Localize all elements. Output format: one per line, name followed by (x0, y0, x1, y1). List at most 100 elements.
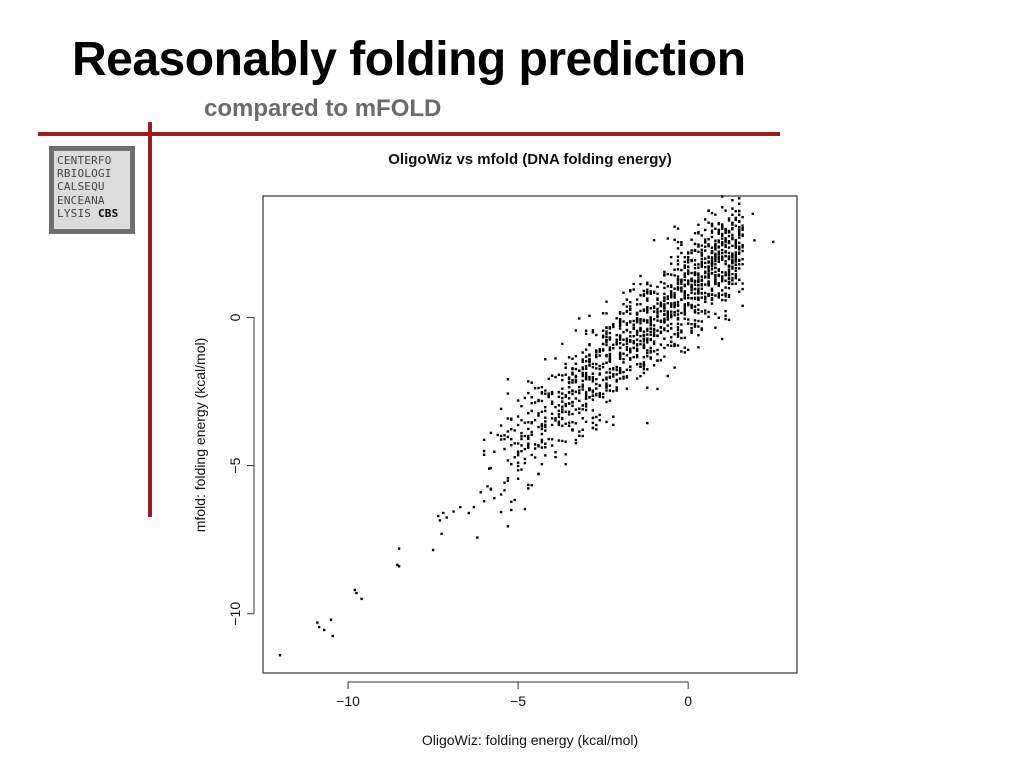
data-point (741, 246, 744, 249)
data-point (632, 323, 635, 326)
data-point (663, 305, 666, 308)
data-point (547, 395, 550, 399)
logo-line: ENCEANA (57, 193, 105, 207)
data-point (618, 310, 622, 314)
data-point (574, 329, 578, 332)
data-point (649, 307, 652, 310)
data-point (608, 357, 612, 360)
data-point (663, 299, 666, 303)
data-point (727, 286, 731, 290)
data-point (734, 224, 737, 227)
data-point (724, 286, 727, 289)
slide-title: Reasonably folding prediction (72, 33, 746, 86)
data-point (697, 223, 700, 226)
data-point (523, 507, 527, 511)
data-point (676, 281, 680, 284)
data-point (523, 461, 527, 465)
data-point (557, 439, 561, 442)
x-tick-label: 0 (684, 693, 692, 709)
data-point (584, 390, 588, 394)
data-point (714, 227, 717, 230)
data-point (574, 390, 578, 393)
data-point (693, 325, 697, 328)
data-point (588, 378, 591, 381)
data-point (442, 511, 445, 515)
data-point (670, 340, 673, 343)
data-point (734, 241, 737, 245)
data-point (540, 399, 544, 403)
data-point (574, 362, 578, 365)
data-point (612, 346, 615, 350)
data-point (618, 318, 622, 321)
data-point (724, 254, 727, 258)
data-point (690, 327, 693, 330)
data-point (588, 375, 591, 379)
data-point (646, 386, 649, 389)
data-point (564, 395, 567, 398)
data-point (680, 278, 683, 281)
data-point (676, 263, 680, 266)
data-point (646, 337, 649, 340)
data-point (734, 282, 737, 285)
data-point (673, 238, 676, 241)
data-point (710, 222, 714, 225)
data-point (639, 328, 642, 331)
data-point (588, 343, 591, 346)
data-point (738, 251, 741, 254)
data-point (530, 381, 533, 384)
data-point (591, 376, 595, 379)
data-point (697, 334, 700, 337)
data-point (714, 213, 717, 216)
logo-line: RBIOLOGI (57, 167, 112, 181)
data-point (670, 296, 673, 299)
data-point (537, 425, 540, 429)
data-point (649, 356, 652, 359)
data-point (622, 291, 625, 294)
data-point (629, 308, 632, 311)
data-point (731, 213, 734, 216)
data-point (724, 251, 727, 254)
data-point (721, 337, 724, 341)
data-point (731, 221, 734, 225)
data-point (714, 281, 717, 284)
data-point (615, 373, 618, 376)
data-point (608, 359, 612, 362)
data-point (710, 246, 714, 249)
data-point (625, 342, 629, 345)
data-point (513, 442, 516, 445)
data-point (738, 263, 741, 266)
data-point (598, 395, 601, 398)
data-point (445, 516, 448, 519)
data-point (437, 514, 440, 518)
data-point (578, 389, 581, 392)
data-point (670, 314, 673, 318)
data-point (704, 257, 707, 260)
data-point (700, 328, 703, 331)
data-point (639, 362, 642, 366)
data-point (659, 301, 663, 304)
x-tick-label: −5 (510, 693, 526, 709)
data-point (721, 258, 724, 261)
data-point (520, 419, 523, 422)
data-point (612, 423, 615, 427)
data-point (625, 328, 629, 332)
data-point (567, 356, 571, 359)
data-point (717, 284, 720, 287)
data-point (741, 224, 744, 227)
data-point (567, 424, 571, 427)
data-point (581, 371, 584, 375)
data-point (693, 283, 697, 286)
data-point (618, 369, 622, 372)
x-tick-label: −10 (336, 693, 360, 709)
data-point (554, 405, 557, 409)
data-point (690, 278, 693, 281)
data-point (666, 302, 669, 305)
data-point (646, 282, 649, 286)
data-point (707, 238, 710, 241)
data-point (635, 298, 639, 301)
data-point (561, 416, 564, 420)
data-point (540, 463, 544, 466)
data-point (516, 454, 520, 457)
data-point (605, 361, 608, 364)
data-point (734, 273, 737, 276)
